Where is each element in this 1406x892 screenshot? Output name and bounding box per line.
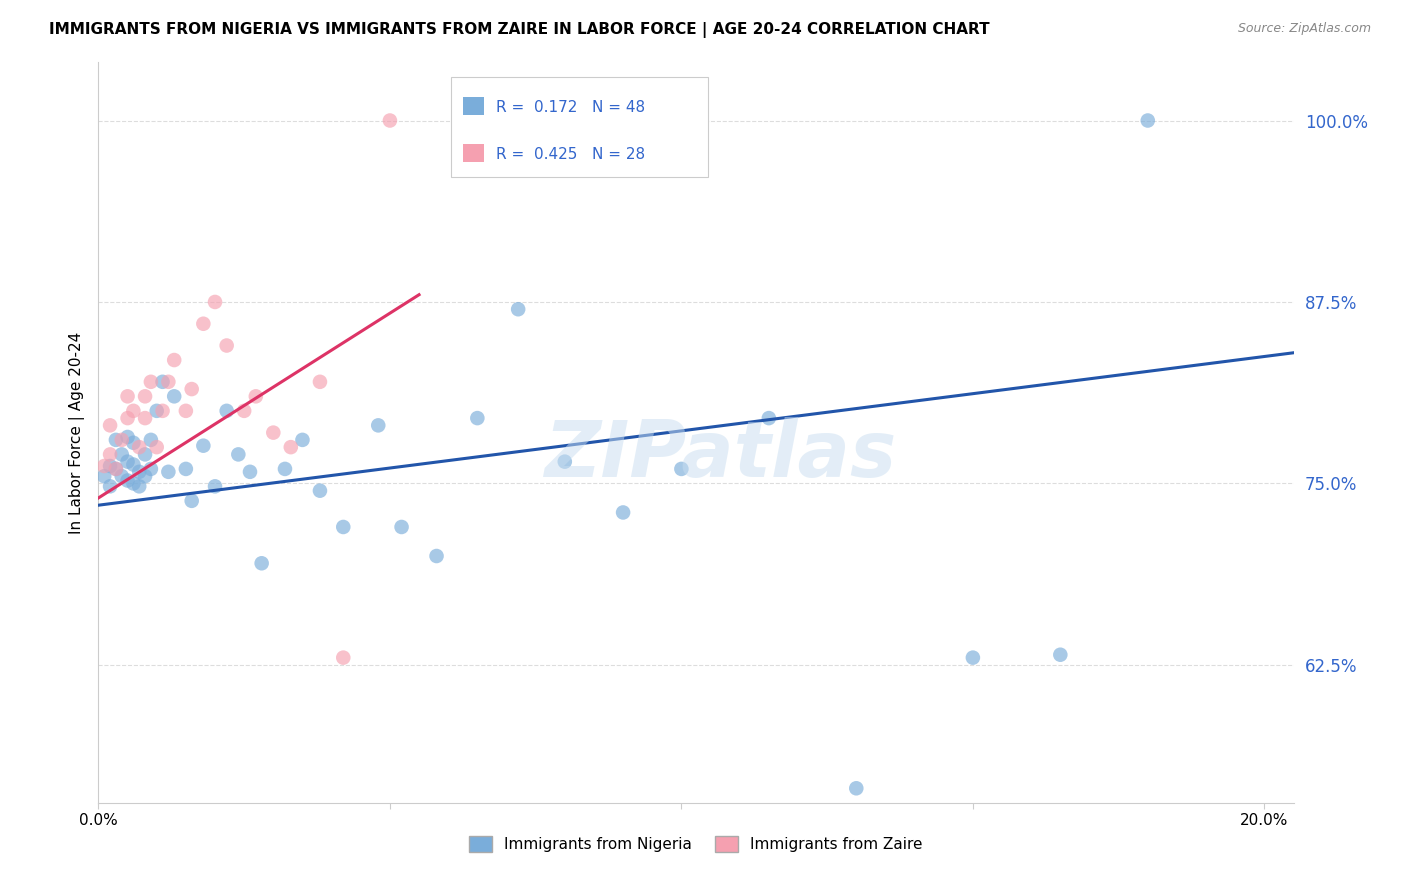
- Text: R =  0.172   N = 48: R = 0.172 N = 48: [496, 100, 645, 115]
- Point: [962, 650, 984, 665]
- Point: [111, 447, 134, 461]
- Point: [215, 338, 238, 352]
- Point: [193, 439, 215, 453]
- Bar: [463, 144, 485, 162]
- Point: [117, 474, 139, 488]
- Point: [134, 411, 156, 425]
- Point: [152, 404, 174, 418]
- Point: [228, 447, 250, 461]
- Point: [163, 353, 186, 368]
- Point: [139, 462, 162, 476]
- Point: [671, 462, 693, 476]
- Point: [467, 411, 489, 425]
- Text: R =  0.425   N = 28: R = 0.425 N = 28: [496, 146, 645, 161]
- Point: [274, 462, 297, 476]
- Point: [122, 458, 145, 472]
- Point: [425, 549, 447, 563]
- Point: [309, 483, 332, 498]
- Point: [554, 455, 576, 469]
- Bar: [463, 96, 485, 115]
- Point: [117, 455, 139, 469]
- Point: [612, 506, 634, 520]
- Point: [122, 404, 145, 418]
- Point: [152, 375, 174, 389]
- Point: [204, 479, 226, 493]
- Point: [508, 302, 530, 317]
- Point: [174, 462, 197, 476]
- Point: [122, 435, 145, 450]
- Point: [215, 404, 238, 418]
- Point: [845, 781, 868, 796]
- Point: [128, 440, 150, 454]
- Point: [291, 433, 314, 447]
- Point: [93, 469, 115, 483]
- Point: [98, 458, 121, 473]
- Point: [122, 476, 145, 491]
- Point: [233, 404, 256, 418]
- Point: [309, 375, 332, 389]
- Point: [163, 389, 186, 403]
- Point: [145, 404, 167, 418]
- Point: [250, 556, 273, 570]
- Point: [104, 433, 127, 447]
- Point: [245, 389, 267, 403]
- Y-axis label: In Labor Force | Age 20-24: In Labor Force | Age 20-24: [69, 332, 84, 533]
- Point: [98, 447, 121, 461]
- Point: [117, 389, 139, 403]
- Point: [1136, 113, 1159, 128]
- Point: [139, 375, 162, 389]
- Point: [128, 465, 150, 479]
- Point: [262, 425, 284, 440]
- Point: [758, 411, 780, 425]
- Point: [128, 479, 150, 493]
- Point: [93, 458, 115, 473]
- Legend: Immigrants from Nigeria, Immigrants from Zaire: Immigrants from Nigeria, Immigrants from…: [463, 830, 929, 858]
- Point: [145, 440, 167, 454]
- Text: IMMIGRANTS FROM NIGERIA VS IMMIGRANTS FROM ZAIRE IN LABOR FORCE | AGE 20-24 CORR: IMMIGRANTS FROM NIGERIA VS IMMIGRANTS FR…: [49, 22, 990, 38]
- Point: [98, 479, 121, 493]
- Point: [134, 389, 156, 403]
- Point: [332, 520, 354, 534]
- Point: [239, 465, 262, 479]
- Point: [1049, 648, 1071, 662]
- Point: [134, 447, 156, 461]
- Point: [117, 430, 139, 444]
- Point: [367, 418, 389, 433]
- Point: [174, 404, 197, 418]
- Point: [98, 418, 121, 433]
- Point: [204, 295, 226, 310]
- Point: [117, 411, 139, 425]
- Point: [139, 433, 162, 447]
- Point: [104, 462, 127, 476]
- Point: [180, 493, 202, 508]
- Point: [378, 113, 401, 128]
- Point: [193, 317, 215, 331]
- Point: [111, 433, 134, 447]
- Point: [280, 440, 302, 454]
- Point: [332, 650, 354, 665]
- Text: ZIPatlas: ZIPatlas: [544, 417, 896, 493]
- Point: [111, 469, 134, 483]
- Text: Source: ZipAtlas.com: Source: ZipAtlas.com: [1237, 22, 1371, 36]
- Point: [134, 469, 156, 483]
- Point: [180, 382, 202, 396]
- FancyBboxPatch shape: [451, 78, 709, 178]
- Point: [157, 465, 180, 479]
- Point: [157, 375, 180, 389]
- Point: [391, 520, 413, 534]
- Point: [104, 462, 127, 476]
